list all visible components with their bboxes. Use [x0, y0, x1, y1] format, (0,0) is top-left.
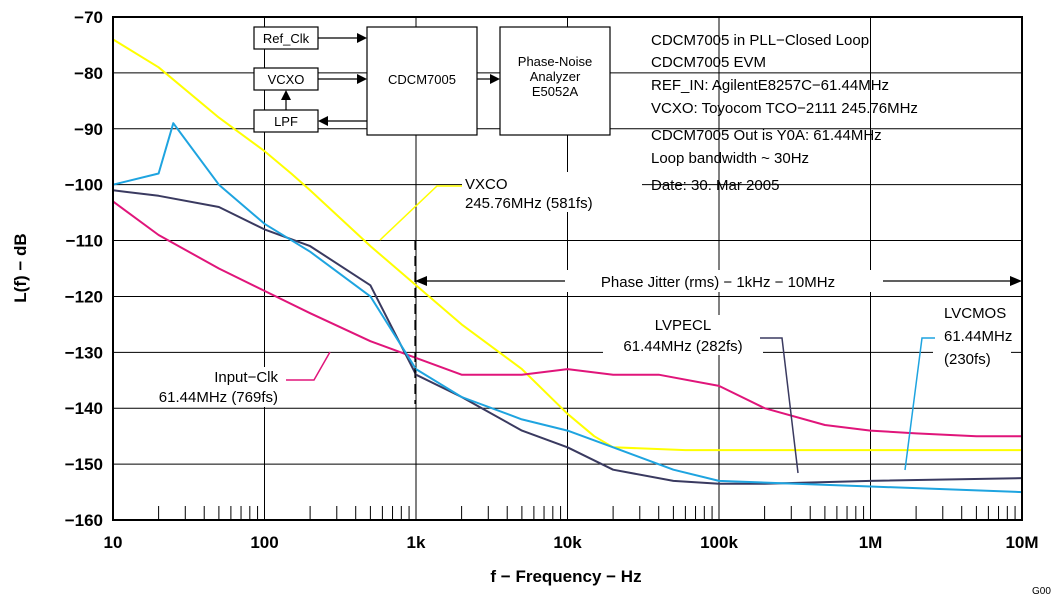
analyzer-label-2: Analyzer	[530, 69, 581, 84]
info-line-6: Loop bandwidth ~ 30Hz	[651, 150, 809, 167]
info-line-3: REF_IN: AgilentE8257C−61.44MHz	[651, 77, 889, 94]
input-clk-leader	[286, 351, 331, 381]
series-annotations: VXCO 245.76MHz (581fs) Input−Clk 61.44MH…	[120, 172, 1012, 474]
y-tick-label: −110	[66, 232, 103, 251]
vxco-label: VXCO	[465, 176, 508, 193]
x-tick-label: 100	[250, 533, 278, 552]
series-line-lvpecl	[112, 189, 1023, 485]
analyzer-block	[499, 26, 611, 136]
test-info: CDCM7005 in PLL−Closed Loop CDCM7005 EVM…	[651, 32, 918, 194]
lvcmos-jitter: (230fs)	[944, 351, 991, 368]
y-tick-label: −80	[74, 64, 103, 83]
y-tick-label: −160	[65, 511, 103, 530]
x-axis-title: f − Frequency − Hz	[490, 567, 641, 586]
ref-clk-label: Ref_Clk	[263, 31, 310, 46]
vcxo-label: VCXO	[268, 72, 305, 87]
info-line-4: VCXO: Toyocom TCO−2111 245.76MHz	[651, 100, 918, 117]
y-tick-label: −150	[65, 455, 103, 474]
plot-frame	[112, 16, 1023, 521]
minor-ticks	[158, 506, 1016, 520]
input-clk-value: 61.44MHz (769fs)	[159, 389, 278, 406]
x-tick-label: 1M	[859, 533, 883, 552]
y-tick-label: −90	[74, 120, 103, 139]
cdcm7005-block	[366, 26, 478, 136]
x-tick-label: 1k	[407, 533, 426, 552]
y-tick-label: −100	[65, 176, 103, 195]
y-tick-label: −70	[74, 8, 103, 27]
vxco-value: 245.76MHz (581fs)	[465, 195, 593, 212]
x-tick-labels: 10 100 1k 10k 100k 1M 10M	[104, 533, 1039, 552]
x-tick-label: 10k	[553, 533, 582, 552]
y-tick-label: −130	[65, 343, 103, 362]
lvcmos-freq: 61.44MHz	[944, 328, 1012, 345]
y-tick-labels: −160 −150 −140 −130 −120 −110 −100 −90 −80 −70	[65, 8, 103, 530]
y-tick-label: −140	[65, 399, 103, 418]
lvpecl-label: LVPECL	[655, 317, 711, 334]
series-line-lvcmos	[112, 122, 1023, 494]
x-tick-label: 10	[104, 533, 123, 552]
lvpecl-value: 61.44MHz (282fs)	[623, 338, 742, 355]
info-line-2: CDCM7005 EVM	[651, 54, 766, 71]
figure-id: G00	[1032, 586, 1051, 597]
block-diagram: Ref_Clk VCXO LPF CDCM7005 Phase-Noise An…	[253, 26, 611, 136]
lvcmos-label: LVCMOS	[944, 305, 1006, 322]
lpf-label: LPF	[274, 114, 298, 129]
y-axis-title: L(f) − dB	[11, 233, 30, 302]
analyzer-label-1: Phase-Noise	[518, 54, 592, 69]
series-line-vxco	[112, 38, 1022, 452]
jitter-range: Phase Jitter (rms) − 1kHz − 10MHz	[414, 240, 1022, 404]
lvcmos-leader	[904, 337, 935, 471]
jitter-range-label: Phase Jitter (rms) − 1kHz − 10MHz	[601, 274, 835, 291]
series-lines	[112, 38, 1023, 494]
cdcm7005-label: CDCM7005	[388, 72, 456, 87]
analyzer-label-3: E5052A	[532, 84, 579, 99]
series-line-input-clk	[112, 200, 1022, 438]
info-line-5: CDCM7005 Out is Y0A: 61.44MHz	[651, 127, 882, 144]
x-tick-label: 100k	[700, 533, 738, 552]
lvpecl-leader	[760, 337, 799, 474]
input-clk-label: Input−Clk	[214, 369, 278, 386]
vxco-leader	[379, 185, 462, 241]
info-line-1: CDCM7005 in PLL−Closed Loop	[651, 32, 869, 49]
y-tick-label: −120	[65, 287, 103, 306]
x-tick-label: 10M	[1005, 533, 1038, 552]
info-line-7: Date: 30. Mar 2005	[651, 177, 779, 194]
